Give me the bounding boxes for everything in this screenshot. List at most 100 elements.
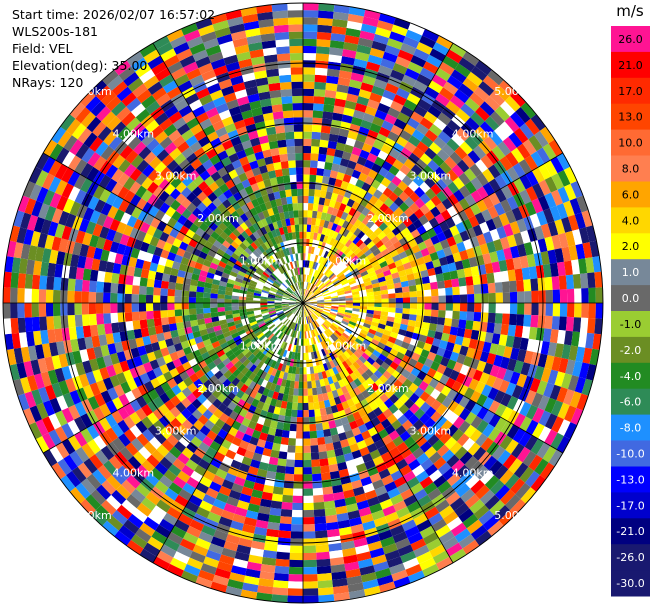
range-gate [126, 494, 142, 509]
range-gate [520, 230, 531, 244]
range-gate [201, 142, 214, 154]
range-gate [384, 113, 397, 125]
range-gate [234, 237, 243, 246]
range-gate [274, 297, 282, 300]
range-gate [158, 178, 171, 191]
range-gate [352, 297, 361, 301]
range-gate [257, 280, 265, 286]
range-gate [159, 475, 173, 488]
range-gate [246, 310, 255, 315]
range-gate [429, 171, 441, 184]
range-gate [379, 285, 388, 291]
range-gate [488, 292, 496, 303]
range-gate [559, 289, 568, 303]
range-gate [278, 258, 284, 266]
range-gate [303, 297, 309, 303]
range-gate [213, 65, 228, 77]
range-gate [512, 336, 522, 349]
range-gate [339, 533, 354, 543]
range-gate [262, 314, 270, 319]
range-gate [92, 121, 107, 137]
range-gate [234, 551, 250, 562]
range-gate [341, 400, 350, 410]
range-gate [198, 153, 210, 165]
range-gate [557, 170, 571, 187]
range-gate [118, 393, 130, 407]
range-gate [255, 350, 263, 359]
range-gate [202, 196, 213, 207]
range-gate [389, 249, 399, 258]
range-gate [210, 244, 220, 253]
range-gate [282, 306, 290, 309]
range-gate [43, 449, 58, 467]
range-gate [318, 587, 334, 596]
range-gate [376, 412, 387, 423]
range-gate [340, 158, 350, 168]
range-gate [372, 116, 385, 127]
range-gate [124, 284, 133, 294]
range-gate [288, 300, 296, 302]
range-gate [359, 309, 367, 314]
range-gate [289, 297, 297, 301]
range-gate [423, 61, 439, 75]
range-gate [345, 303, 353, 306]
range-gate [403, 158, 416, 170]
range-gate [202, 409, 214, 420]
range-gate [160, 288, 168, 296]
range-gate [529, 378, 541, 393]
range-gate [68, 364, 79, 378]
range-gate [459, 285, 468, 295]
range-gate [372, 139, 385, 151]
range-gate [332, 11, 349, 21]
range-gate [249, 436, 259, 446]
range-gate [349, 372, 358, 381]
range-gate [336, 271, 344, 278]
range-gate [163, 371, 174, 382]
range-gate [210, 303, 218, 308]
range-gate [308, 315, 313, 323]
range-gate [285, 247, 291, 256]
range-gate [291, 351, 296, 360]
range-gate [325, 269, 332, 277]
range-gate [441, 174, 453, 187]
range-gate [51, 126, 67, 144]
range-gate [270, 97, 283, 106]
range-gate [387, 288, 396, 294]
range-gate [358, 332, 367, 339]
range-gate [160, 295, 168, 303]
range-gate [311, 254, 316, 262]
range-gate [509, 313, 517, 326]
range-gate [527, 228, 538, 242]
range-gate [202, 207, 213, 217]
range-gate [309, 344, 314, 353]
range-gate [225, 534, 241, 545]
range-gate [224, 310, 233, 316]
range-gate [85, 221, 97, 235]
range-gate [264, 441, 274, 450]
range-gate [312, 210, 318, 219]
range-gate [245, 510, 259, 520]
range-gate [249, 252, 258, 260]
range-gate [375, 357, 384, 366]
range-gate [446, 205, 458, 218]
range-gate [441, 449, 455, 463]
range-gate [285, 279, 291, 287]
range-gate [166, 28, 184, 43]
range-gate [123, 349, 134, 361]
range-gate [489, 479, 505, 495]
range-gate [164, 410, 176, 423]
range-gate [231, 299, 239, 303]
range-gate [329, 311, 337, 316]
range-gate [289, 358, 295, 367]
range-gate [171, 384, 182, 396]
range-gate [345, 383, 353, 393]
range-gate [271, 104, 283, 113]
range-gate [216, 349, 226, 358]
range-gate [526, 338, 536, 352]
range-gate [163, 354, 173, 364]
range-gate [283, 318, 290, 326]
range-gate [419, 476, 434, 489]
range-gate [494, 417, 508, 432]
range-gate [110, 282, 119, 294]
range-gate [331, 223, 338, 232]
